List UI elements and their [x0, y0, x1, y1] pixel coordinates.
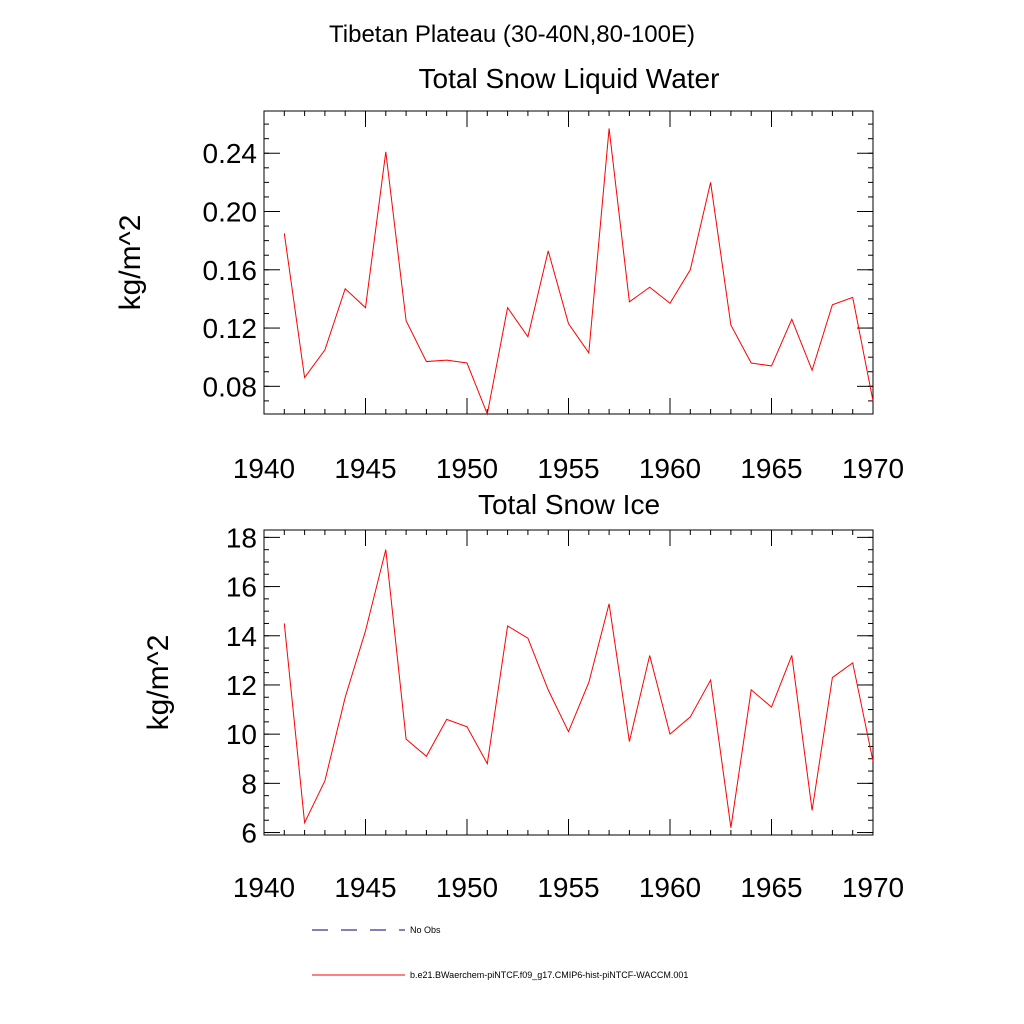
- x-tick-label: 1950: [436, 453, 498, 484]
- y-tick-label: 0.08: [203, 371, 258, 402]
- panel-title: Total Snow Liquid Water: [419, 63, 720, 94]
- y-tick-label: 6: [241, 818, 257, 849]
- y-tick-label: 0.20: [203, 197, 258, 228]
- y-tick-label: 8: [241, 768, 257, 799]
- y-tick-label: 0.12: [203, 313, 258, 344]
- y-tick-label: 0.16: [203, 255, 258, 286]
- x-tick-label: 1960: [639, 453, 701, 484]
- y-tick-label: 0.24: [203, 138, 258, 169]
- series-line: [283, 128, 874, 416]
- legend-label-model: b.e21.BWaerchem-piNTCF.f09_g17.CMIP6-his…: [410, 970, 688, 980]
- x-tick-label: 1965: [740, 453, 802, 484]
- x-tick-label: 1945: [334, 872, 396, 903]
- x-tick-label: 1970: [842, 453, 904, 484]
- x-tick-label: 1960: [639, 872, 701, 903]
- panel-title: Total Snow Ice: [478, 489, 660, 520]
- y-tick-label: 18: [226, 522, 257, 553]
- y-axis-label: kg/m^2: [142, 635, 175, 731]
- series-group: [283, 128, 874, 416]
- axis-ticks: 1940 1945 1950 1955 1960 1965 1970 0.08 0.12 0.16…: [203, 111, 904, 484]
- panel-snow-liquid-water: Total Snow Liquid Water 1940 1945 1950 1955…: [114, 63, 904, 484]
- y-tick-label: 16: [226, 572, 257, 603]
- x-tick-label: 1965: [740, 872, 802, 903]
- x-tick-label: 1955: [537, 453, 599, 484]
- y-tick-label: 12: [226, 670, 257, 701]
- x-tick-label: 1940: [233, 872, 295, 903]
- panel-snow-ice: Total Snow Ice 1940 1945 1950 1955 1960 1965 1…: [142, 489, 904, 903]
- x-tick-label: 1950: [436, 872, 498, 903]
- plot-frame: [263, 110, 874, 415]
- y-tick-label: 14: [226, 621, 257, 652]
- legend: No Obs b.e21.BWaerchem-piNTCF.f09_g17.CM…: [312, 925, 688, 980]
- figure-suptitle: Tibetan Plateau (30-40N,80-100E): [329, 21, 695, 48]
- series-line: [283, 549, 874, 828]
- axis-ticks: 1940 1945 1950 1955 1960 1965 1970 6 8 10 12 14 16 18: [226, 522, 904, 903]
- x-tick-label: 1940: [233, 453, 295, 484]
- x-tick-label: 1945: [334, 453, 396, 484]
- x-tick-label: 1955: [537, 872, 599, 903]
- legend-label-no-obs: No Obs: [410, 925, 441, 935]
- x-tick-label: 1970: [842, 872, 904, 903]
- series-group: [283, 549, 874, 828]
- y-axis-label: kg/m^2: [114, 215, 147, 311]
- y-tick-label: 10: [226, 719, 257, 750]
